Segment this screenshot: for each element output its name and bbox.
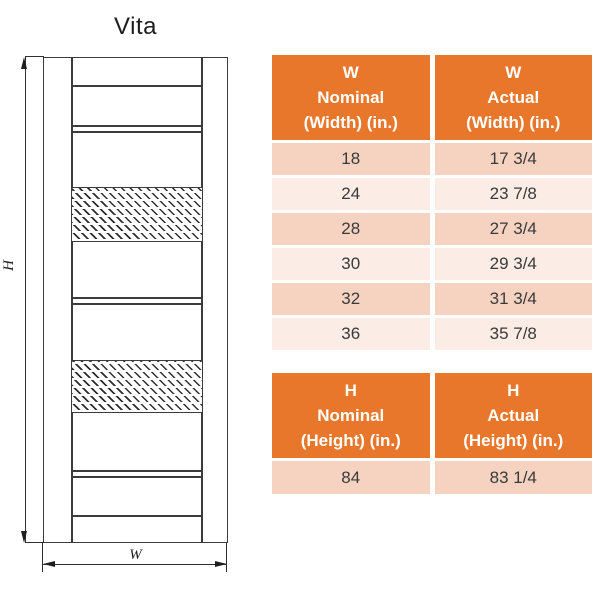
- header-line: W: [342, 63, 359, 82]
- height-spec-table: H Nominal (Height) (in.) H Actual (Heigh…: [272, 373, 592, 494]
- table-cell-nominal: 18: [272, 143, 430, 175]
- table-cell-nominal: 24: [272, 178, 430, 210]
- door-right-stile-line: [201, 57, 203, 543]
- header-line: (Width) (in.): [303, 113, 398, 132]
- door-left-stile-line: [71, 57, 73, 543]
- header-line: H: [344, 381, 357, 400]
- width-arrow-left-icon: [43, 561, 55, 567]
- height-actual-header: H Actual (Height) (in.): [434, 373, 592, 458]
- width-dimension-line: [43, 564, 227, 565]
- door-model-title: Vita: [114, 13, 157, 40]
- width-nominal-header: W Nominal (Width) (in.): [272, 55, 430, 140]
- height-extension-line-top: [25, 56, 44, 57]
- table-cell-actual: 27 3/4: [434, 213, 592, 245]
- door-textured-panel-lower: [72, 360, 202, 413]
- door-rail-line: [72, 131, 202, 133]
- table-cell-actual: 29 3/4: [434, 248, 592, 280]
- width-extension-line-right: [226, 543, 227, 572]
- table-cell-nominal: 32: [272, 283, 430, 315]
- width-actual-header: W Actual (Width) (in.): [434, 55, 592, 140]
- table-cell-actual: 83 1/4: [434, 461, 592, 494]
- height-arrow-down-icon: [21, 531, 27, 543]
- header-line: H: [507, 381, 520, 400]
- door-outline: [43, 57, 228, 543]
- table-cell-nominal: 36: [272, 318, 430, 350]
- door-rail-line: [72, 85, 202, 87]
- height-extension-line-bottom: [25, 542, 44, 543]
- table-cell-nominal: 28: [272, 213, 430, 245]
- door-rail-line: [72, 470, 202, 472]
- height-arrow-up-icon: [21, 57, 27, 69]
- height-dimension-line: [25, 57, 26, 543]
- door-rail-line: [72, 476, 202, 478]
- table-cell-actual: 31 3/4: [434, 283, 592, 315]
- height-nominal-header: H Nominal (Height) (in.): [272, 373, 430, 458]
- door-textured-panel-upper: [72, 187, 202, 242]
- table-cell-nominal: 30: [272, 248, 430, 280]
- header-line: Actual: [487, 406, 540, 425]
- width-arrow-right-icon: [215, 561, 227, 567]
- header-line: (Height) (in.): [300, 431, 401, 450]
- table-cell-nominal: 84: [272, 461, 430, 494]
- height-dimension-label: H: [0, 260, 17, 271]
- door-rail-line: [72, 125, 202, 127]
- door-rail-line: [72, 303, 202, 305]
- door-rail-line: [72, 297, 202, 299]
- header-line: Actual: [487, 88, 540, 107]
- header-line: Nominal: [317, 88, 385, 107]
- width-spec-table: W Nominal (Width) (in.) W Actual (Width)…: [272, 55, 592, 350]
- door-rail-line: [72, 515, 202, 517]
- width-dimension-label: W: [129, 547, 142, 563]
- table-cell-actual: 35 7/8: [434, 318, 592, 350]
- table-cell-actual: 17 3/4: [434, 143, 592, 175]
- header-line: (Height) (in.): [463, 431, 564, 450]
- table-cell-actual: 23 7/8: [434, 178, 592, 210]
- header-line: Nominal: [317, 406, 385, 425]
- header-line: (Width) (in.): [466, 113, 561, 132]
- width-extension-line-left: [42, 543, 43, 572]
- header-line: W: [505, 63, 522, 82]
